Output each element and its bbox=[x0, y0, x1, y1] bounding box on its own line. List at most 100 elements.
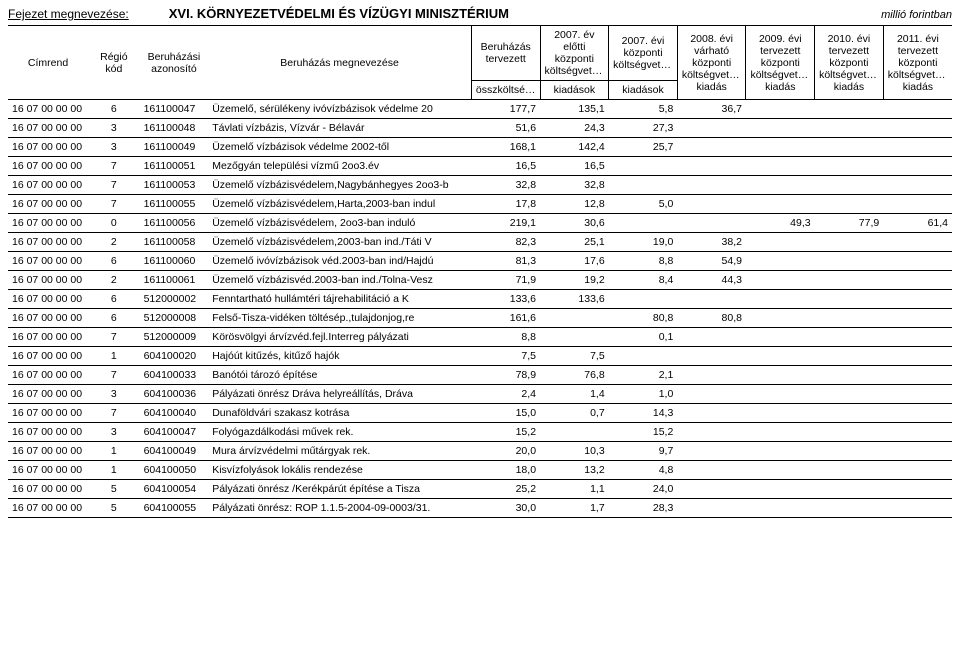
cell-value: 76,8 bbox=[540, 366, 609, 385]
cell-value: 4,8 bbox=[609, 461, 678, 480]
cell-value: 49,3 bbox=[746, 214, 815, 233]
cell-cimrend: 16 07 00 00 00 bbox=[8, 461, 88, 480]
cell-value bbox=[883, 347, 952, 366]
cell-value bbox=[746, 480, 815, 499]
cell-regio: 3 bbox=[88, 423, 139, 442]
cell-value bbox=[746, 347, 815, 366]
cell-value bbox=[677, 347, 746, 366]
cell-azon: 161100048 bbox=[140, 119, 209, 138]
cell-value: 1,7 bbox=[540, 499, 609, 518]
cell-regio: 0 bbox=[88, 214, 139, 233]
hdr-2011: 2011. évi tervezett központi költségveté… bbox=[883, 26, 952, 100]
cell-value bbox=[746, 100, 815, 119]
cell-nev: Hajóút kitűzés, kitűző hajók bbox=[208, 347, 471, 366]
cell-value bbox=[677, 423, 746, 442]
cell-cimrend: 16 07 00 00 00 bbox=[8, 347, 88, 366]
cell-value: 38,2 bbox=[677, 233, 746, 252]
cell-cimrend: 16 07 00 00 00 bbox=[8, 385, 88, 404]
cell-azon: 512000002 bbox=[140, 290, 209, 309]
cell-value bbox=[815, 176, 884, 195]
cell-value: 15,0 bbox=[471, 404, 540, 423]
cell-azon: 604100033 bbox=[140, 366, 209, 385]
cell-value bbox=[677, 157, 746, 176]
cell-value: 32,8 bbox=[471, 176, 540, 195]
cell-value bbox=[883, 100, 952, 119]
cell-regio: 5 bbox=[88, 480, 139, 499]
cell-value bbox=[883, 119, 952, 138]
cell-regio: 1 bbox=[88, 347, 139, 366]
cell-value bbox=[746, 119, 815, 138]
table-row: 16 07 00 00 003604100047Folyógazdálkodás… bbox=[8, 423, 952, 442]
cell-value: 2,4 bbox=[471, 385, 540, 404]
cell-value bbox=[815, 423, 884, 442]
cell-cimrend: 16 07 00 00 00 bbox=[8, 480, 88, 499]
cell-value: 17,6 bbox=[540, 252, 609, 271]
cell-value: 10,3 bbox=[540, 442, 609, 461]
cell-nev: Felső-Tisza-vidéken töltésép.,tulajdonjo… bbox=[208, 309, 471, 328]
cell-value bbox=[677, 442, 746, 461]
hdr-tervezett: Beruházás tervezett bbox=[471, 26, 540, 81]
cell-value: 142,4 bbox=[540, 138, 609, 157]
cell-value: 15,2 bbox=[609, 423, 678, 442]
cell-value bbox=[883, 366, 952, 385]
cell-value bbox=[815, 480, 884, 499]
cell-value bbox=[815, 100, 884, 119]
cell-cimrend: 16 07 00 00 00 bbox=[8, 366, 88, 385]
cell-value: 19,0 bbox=[609, 233, 678, 252]
cell-value: 61,4 bbox=[883, 214, 952, 233]
cell-value bbox=[677, 499, 746, 518]
hdr-osszkoltseg: összköltsége bbox=[471, 81, 540, 100]
cell-regio: 5 bbox=[88, 499, 139, 518]
cell-value: 8,4 bbox=[609, 271, 678, 290]
hdr-kiadasok-1: kiadások bbox=[540, 81, 609, 100]
cell-nev: Dunaföldvári szakasz kotrása bbox=[208, 404, 471, 423]
cell-azon: 604100036 bbox=[140, 385, 209, 404]
cell-cimrend: 16 07 00 00 00 bbox=[8, 100, 88, 119]
cell-regio: 3 bbox=[88, 385, 139, 404]
cell-azon: 604100020 bbox=[140, 347, 209, 366]
chapter-label: Fejezet megnevezése: bbox=[8, 7, 129, 21]
cell-azon: 161100049 bbox=[140, 138, 209, 157]
cell-value: 28,3 bbox=[609, 499, 678, 518]
cell-value bbox=[746, 309, 815, 328]
cell-cimrend: 16 07 00 00 00 bbox=[8, 499, 88, 518]
cell-value bbox=[746, 157, 815, 176]
cell-value bbox=[883, 138, 952, 157]
cell-nev: Üzemelő vízbázisvédelem,Harta,2003-ban i… bbox=[208, 195, 471, 214]
cell-cimrend: 16 07 00 00 00 bbox=[8, 271, 88, 290]
cell-cimrend: 16 07 00 00 00 bbox=[8, 423, 88, 442]
cell-nev: Körösvölgyi árvízvéd.fejl.Interreg pályá… bbox=[208, 328, 471, 347]
cell-value: 30,0 bbox=[471, 499, 540, 518]
cell-value bbox=[677, 214, 746, 233]
cell-nev: Pályázati önrész Dráva helyreállítás, Dr… bbox=[208, 385, 471, 404]
table-row: 16 07 00 00 002161100058Üzemelő vízbázis… bbox=[8, 233, 952, 252]
cell-value bbox=[609, 214, 678, 233]
cell-value: 7,5 bbox=[540, 347, 609, 366]
cell-regio: 6 bbox=[88, 100, 139, 119]
cell-value: 133,6 bbox=[471, 290, 540, 309]
cell-value bbox=[883, 252, 952, 271]
cell-nev: Folyógazdálkodási művek rek. bbox=[208, 423, 471, 442]
cell-value bbox=[677, 195, 746, 214]
table-row: 16 07 00 00 000161100056Üzemelő vízbázis… bbox=[8, 214, 952, 233]
cell-value bbox=[746, 366, 815, 385]
hdr-2007: 2007. évi központi költségvetési bbox=[609, 26, 678, 81]
chapter-title: XVI. KÖRNYEZETVÉDELMI ÉS VÍZÜGYI MINISZT… bbox=[169, 6, 509, 21]
cell-nev: Üzemelő vízbázisvédelem,2003-ban ind./Tá… bbox=[208, 233, 471, 252]
cell-value bbox=[609, 290, 678, 309]
table-row: 16 07 00 00 007604100040Dunaföldvári sza… bbox=[8, 404, 952, 423]
cell-value bbox=[815, 442, 884, 461]
cell-cimrend: 16 07 00 00 00 bbox=[8, 157, 88, 176]
table-row: 16 07 00 00 006512000002Fenntartható hul… bbox=[8, 290, 952, 309]
cell-value: 25,2 bbox=[471, 480, 540, 499]
cell-value: 161,6 bbox=[471, 309, 540, 328]
cell-nev: Mura árvízvédelmi műtárgyak rek. bbox=[208, 442, 471, 461]
unit-label: millió forintban bbox=[881, 9, 952, 21]
cell-cimrend: 16 07 00 00 00 bbox=[8, 309, 88, 328]
cell-cimrend: 16 07 00 00 00 bbox=[8, 252, 88, 271]
cell-value bbox=[883, 480, 952, 499]
cell-value: 14,3 bbox=[609, 404, 678, 423]
cell-value: 16,5 bbox=[471, 157, 540, 176]
title-row: Fejezet megnevezése: XVI. KÖRNYEZETVÉDEL… bbox=[8, 6, 952, 21]
cell-azon: 161100053 bbox=[140, 176, 209, 195]
